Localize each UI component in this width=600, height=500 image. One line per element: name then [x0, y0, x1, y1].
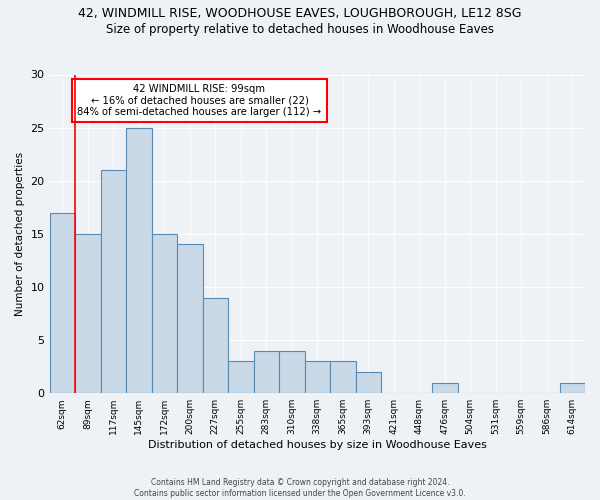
Bar: [330, 362, 356, 393]
Bar: [432, 382, 458, 393]
Bar: [152, 234, 177, 393]
Text: Contains HM Land Registry data © Crown copyright and database right 2024.
Contai: Contains HM Land Registry data © Crown c…: [134, 478, 466, 498]
Text: 42 WINDMILL RISE: 99sqm
← 16% of detached houses are smaller (22)
84% of semi-de: 42 WINDMILL RISE: 99sqm ← 16% of detache…: [77, 84, 322, 117]
Bar: [203, 298, 228, 393]
Text: 42, WINDMILL RISE, WOODHOUSE EAVES, LOUGHBOROUGH, LE12 8SG: 42, WINDMILL RISE, WOODHOUSE EAVES, LOUG…: [78, 8, 522, 20]
Bar: [177, 244, 203, 393]
Bar: [560, 382, 585, 393]
Bar: [254, 350, 279, 393]
Bar: [101, 170, 126, 393]
Bar: [228, 362, 254, 393]
Bar: [75, 234, 101, 393]
Y-axis label: Number of detached properties: Number of detached properties: [15, 152, 25, 316]
Bar: [356, 372, 381, 393]
Bar: [126, 128, 152, 393]
Bar: [305, 362, 330, 393]
Bar: [279, 350, 305, 393]
Text: Size of property relative to detached houses in Woodhouse Eaves: Size of property relative to detached ho…: [106, 22, 494, 36]
X-axis label: Distribution of detached houses by size in Woodhouse Eaves: Distribution of detached houses by size …: [148, 440, 487, 450]
Bar: [50, 212, 75, 393]
